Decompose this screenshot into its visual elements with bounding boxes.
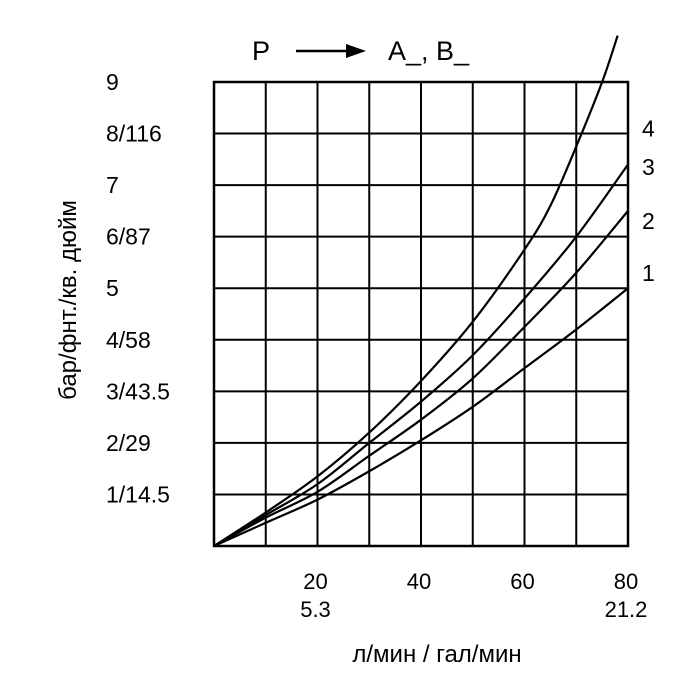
series-curve-4: [213, 35, 619, 547]
series-group: [213, 35, 629, 548]
title-arrow-head: [346, 44, 366, 58]
curve-label-3: 3: [642, 154, 655, 180]
x-tick-label: 20: [303, 569, 327, 594]
y-tick-label: 8/116: [106, 121, 162, 147]
y-tick-label: 1/14.5: [106, 481, 170, 507]
y-tick-label: 3/43.5: [106, 378, 170, 404]
curve-label-4: 4: [642, 115, 655, 141]
x-tick-label-secondary: 5.3: [300, 597, 331, 622]
series-curve-2: [213, 210, 629, 547]
x-axis-label: л/мин / гал/мин: [352, 641, 521, 668]
title-from: P: [252, 36, 270, 66]
curve-label-1: 1: [642, 260, 655, 286]
title-to: A_, B_: [388, 36, 470, 66]
x-tick-label-secondary: 21.2: [605, 597, 648, 622]
x-tick-label: 80: [614, 569, 638, 594]
y-tick-label: 6/87: [106, 224, 151, 250]
x-tick-labels: 20 5.3 40 60 80 21.2: [300, 569, 647, 622]
y-tick-label: 5: [106, 275, 119, 301]
curve-label-2: 2: [642, 208, 655, 234]
y-tick-label: 2/29: [106, 430, 151, 456]
y-tick-labels: 1/14.5 2/29 3/43.5 4/58 5 6/87 7 8/116 9: [106, 69, 170, 507]
curve-labels: 1 2 3 4: [642, 115, 655, 285]
chart-title: P A_, B_: [252, 36, 470, 66]
series-curve-1: [213, 287, 629, 548]
y-axis-label: бар/фнт./кв. дюйм: [55, 200, 82, 400]
plot-frame: [212, 80, 630, 548]
grid: [214, 82, 628, 546]
x-tick-label: 60: [510, 569, 534, 594]
series-curve-3: [213, 163, 629, 547]
y-tick-label: 9: [106, 69, 119, 95]
y-tick-label: 7: [106, 172, 119, 198]
x-tick-label: 40: [407, 569, 431, 594]
y-tick-label: 4/58: [106, 327, 151, 353]
